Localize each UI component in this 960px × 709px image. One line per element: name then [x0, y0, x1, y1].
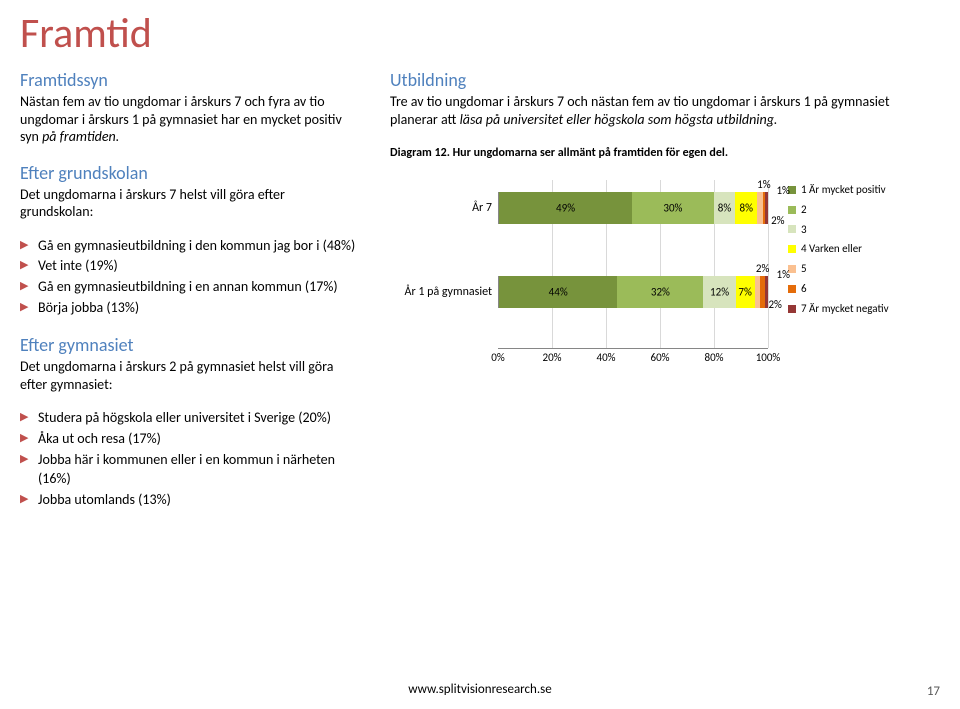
heading-efter-gymnasiet: Efter gymnasiet	[20, 334, 360, 356]
segment-label: 1%	[776, 184, 789, 197]
segment-label: 8%	[718, 202, 731, 215]
list-item: Gå en gymnasieutbildning i en annan komm…	[20, 278, 360, 297]
segment-label: 12%	[710, 286, 729, 299]
bar-segment: 1%	[765, 192, 768, 224]
list-item: Vet inte (19%)	[20, 257, 360, 276]
legend-label: 2	[801, 200, 807, 220]
segment-label: 1%	[777, 268, 790, 281]
list-item: Börja jobba (13%)	[20, 299, 360, 318]
list-item: Jobba här i kommunen eller i en kommun i…	[20, 451, 360, 489]
list-item: Gå en gymnasieutbildning i den kommun ja…	[20, 237, 360, 256]
legend-item: 6	[788, 279, 918, 299]
segment-label: 32%	[651, 286, 670, 299]
segment-label: 2%	[768, 298, 781, 311]
axis-tick: 80%	[704, 351, 723, 364]
left-column: Framtidssyn Nästan fem av tio ungdomar i…	[20, 69, 360, 526]
legend-label: 3	[801, 220, 807, 240]
legend-item: 7 Är mycket negativ	[788, 299, 918, 319]
axis-tick: 20%	[542, 351, 561, 364]
list-gymnasiet: Studera på högskola eller universitet i …	[20, 409, 360, 509]
legend-swatch	[788, 285, 796, 293]
legend-swatch	[788, 305, 796, 313]
list-item: Åka ut och resa (17%)	[20, 430, 360, 449]
footer-url: www.splitvisionresearch.se	[0, 682, 960, 697]
segment-label: 8%	[740, 202, 753, 215]
segment-label: 1%	[757, 178, 770, 191]
heading-efter-grundskolan: Efter grundskolan	[20, 162, 360, 184]
legend-label: 7 Är mycket negativ	[801, 299, 889, 319]
axis-tick: 40%	[596, 351, 615, 364]
right-column: Utbildning Tre av tio ungdomar i årskurs…	[390, 69, 940, 526]
bar-segment: 12%	[703, 276, 735, 308]
text-efter-grundskolan: Det ungdomarna i årskurs 7 helst vill gö…	[20, 186, 360, 221]
chart-legend: 1 Är mycket positiv234 Varken eller567 Ä…	[788, 180, 918, 366]
chart-plot: År 749%30%8%8%2%1%1%År 1 på gymnasiet44%…	[390, 180, 780, 366]
list-grundskolan: Gå en gymnasieutbildning i den kommun ja…	[20, 237, 360, 319]
page-title: Framtid	[0, 0, 960, 59]
legend-label: 5	[801, 259, 807, 279]
list-item: Jobba utomlands (13%)	[20, 491, 360, 510]
list-item: Studera på högskola eller universitet i …	[20, 409, 360, 428]
row-label: År 1 på gymnasiet	[390, 285, 498, 299]
bar-segment: 8%	[735, 192, 757, 224]
legend-swatch	[788, 225, 796, 233]
chart-row: År 1 på gymnasiet 44% 32% 12% 7% 2% 2%1%	[390, 264, 780, 320]
legend-label: 1 Är mycket positiv	[801, 180, 886, 200]
segment-label: 2%	[756, 262, 769, 275]
text-framtidssyn: Nästan fem av tio ungdomar i årskurs 7 o…	[20, 93, 360, 146]
legend-swatch	[788, 245, 796, 253]
legend-swatch	[788, 206, 796, 214]
legend-item: 2	[788, 200, 918, 220]
segment-label: 44%	[549, 286, 568, 299]
diagram-caption: Diagram 12. Hur ungdomarna ser allmänt p…	[390, 146, 940, 160]
segment-label: 2%	[771, 214, 784, 227]
legend-label: 4 Varken eller	[801, 239, 862, 259]
heading-framtidssyn: Framtidssyn	[20, 69, 360, 91]
bar-segment: 8%	[714, 192, 736, 224]
chart-x-axis: 0%20%40%60%80%100%	[498, 348, 768, 366]
bar-segment: 49%	[499, 192, 632, 224]
axis-tick: 0%	[491, 351, 504, 364]
row-label: År 7	[390, 201, 498, 215]
chart-row: År 749%30%8%8%2%1%1%	[390, 180, 780, 236]
axis-tick: 100%	[756, 351, 781, 364]
legend-item: 5	[788, 259, 918, 279]
page-number: 17	[927, 684, 940, 699]
legend-item: 1 Är mycket positiv	[788, 180, 918, 200]
bar-segment: 32%	[617, 276, 703, 308]
text-utbildning: Tre av tio ungdomar i årskurs 7 och näst…	[390, 93, 940, 128]
bar-track: 49%30%8%8%2%1%1%	[498, 192, 768, 224]
content-columns: Framtidssyn Nästan fem av tio ungdomar i…	[0, 59, 960, 526]
bar-segment: 1%	[765, 276, 768, 308]
legend-item: 4 Varken eller	[788, 239, 918, 259]
legend-item: 3	[788, 220, 918, 240]
axis-tick: 60%	[650, 351, 669, 364]
bar-segment: 7%	[736, 276, 755, 308]
heading-utbildning: Utbildning	[390, 69, 940, 91]
legend-label: 6	[801, 279, 807, 299]
segment-label: 49%	[556, 202, 575, 215]
bar-segment: 30%	[632, 192, 714, 224]
text-efter-gymnasiet: Det ungdomarna i årskurs 2 på gymnasiet …	[20, 358, 360, 393]
bar-segment: 44%	[499, 276, 617, 308]
segment-label: 30%	[663, 202, 682, 215]
segment-label: 7%	[738, 286, 751, 299]
bar-track: 44%32%12%7%2%2%1%	[498, 276, 768, 308]
stacked-bar-chart: År 749%30%8%8%2%1%1%År 1 på gymnasiet44%…	[390, 180, 940, 366]
